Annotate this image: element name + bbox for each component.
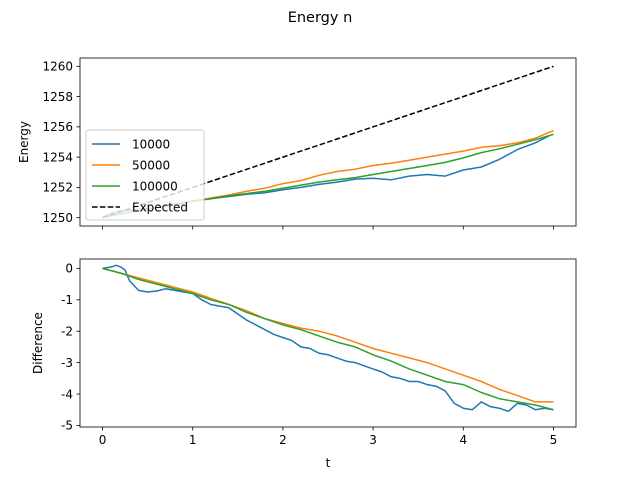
difference-series bbox=[102, 264, 554, 413]
y-tick-label: -4 bbox=[61, 387, 73, 401]
chart-title: Energy n bbox=[288, 10, 353, 26]
energy-ylabel: Energy bbox=[17, 121, 31, 163]
y-tick-label: 1250 bbox=[42, 211, 73, 225]
y-tick-label: 0 bbox=[65, 262, 73, 276]
difference-panel: 0 1 2 3 4 5 0 -1 -2 -3 -4 -5 Difference t bbox=[31, 258, 577, 470]
difference-plot-area bbox=[79, 258, 577, 428]
difference-ylabel: Difference bbox=[31, 312, 45, 374]
y-tick-label: -1 bbox=[61, 293, 73, 307]
y-tick-label: 1258 bbox=[42, 90, 73, 104]
series-line-10000 bbox=[102, 264, 554, 413]
x-axis-label: t bbox=[326, 456, 331, 470]
x-tick-label: 0 bbox=[99, 433, 107, 447]
energy-ticks: 1250 1252 1254 1256 1258 1260 bbox=[42, 60, 554, 230]
x-tick-label: 4 bbox=[459, 433, 467, 447]
x-tick-label: 5 bbox=[550, 433, 558, 447]
y-tick-label: 1252 bbox=[42, 181, 73, 195]
x-tick-label: 1 bbox=[189, 433, 197, 447]
legend-label: 100000 bbox=[132, 179, 178, 193]
y-tick-label: -2 bbox=[61, 325, 73, 339]
x-tick-label: 2 bbox=[279, 433, 287, 447]
legend-label: Expected bbox=[132, 200, 188, 214]
legend-frame bbox=[85, 129, 205, 221]
series-line-50000 bbox=[102, 267, 554, 403]
energy-panel: 1250 1252 1254 1256 1258 1260 Energy 10000 500… bbox=[17, 57, 577, 230]
difference-ticks: 0 1 2 3 4 5 0 -1 -2 -3 -4 -5 bbox=[61, 262, 557, 447]
y-tick-label: 1260 bbox=[42, 60, 73, 74]
legend-label: 10000 bbox=[132, 137, 170, 151]
legend: 10000 50000 100000 Expected bbox=[85, 129, 205, 221]
x-tick-label: 3 bbox=[369, 433, 377, 447]
y-tick-label: -5 bbox=[61, 419, 73, 433]
legend-label: 50000 bbox=[132, 158, 170, 172]
y-tick-label: 1256 bbox=[42, 120, 73, 134]
y-tick-label: -3 bbox=[61, 356, 73, 370]
y-tick-label: 1254 bbox=[42, 150, 73, 164]
series-line-100000 bbox=[102, 267, 554, 411]
